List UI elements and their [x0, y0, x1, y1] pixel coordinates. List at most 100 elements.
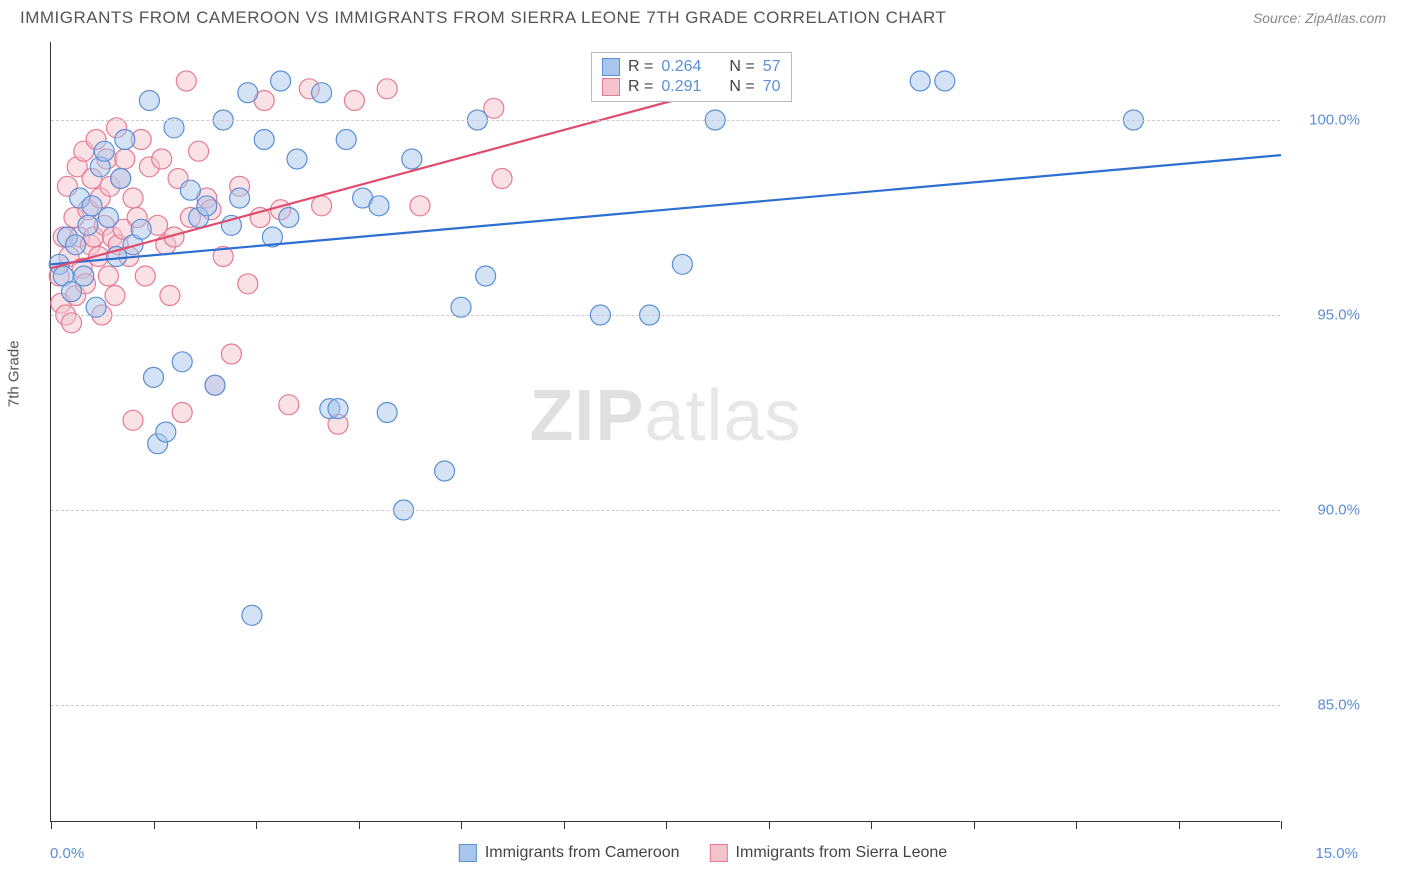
data-point: [254, 130, 274, 150]
data-point: [242, 605, 262, 625]
data-point: [328, 399, 348, 419]
gridline: [51, 705, 1280, 706]
data-point: [123, 410, 143, 430]
legend-label: Immigrants from Cameroon: [485, 844, 680, 862]
x-axis-min-label: 0.0%: [50, 845, 84, 862]
data-point: [910, 71, 930, 91]
x-tick: [1076, 821, 1077, 829]
data-point: [238, 83, 258, 103]
legend-swatch: [710, 844, 728, 862]
data-point: [123, 188, 143, 208]
n-value: 70: [763, 78, 781, 96]
x-tick: [154, 821, 155, 829]
legend-bottom: Immigrants from Cameroon Immigrants from …: [459, 844, 947, 862]
n-value: 57: [763, 58, 781, 76]
data-point: [238, 274, 258, 294]
data-point: [221, 344, 241, 364]
x-tick: [871, 821, 872, 829]
x-tick: [359, 821, 360, 829]
data-point: [98, 208, 118, 228]
y-tick-label: 95.0%: [1317, 307, 1360, 324]
data-point: [180, 180, 200, 200]
data-point: [189, 141, 209, 161]
data-point: [287, 149, 307, 169]
r-label: R =: [628, 58, 653, 76]
chart-title: IMMIGRANTS FROM CAMEROON VS IMMIGRANTS F…: [20, 8, 946, 28]
data-point: [131, 219, 151, 239]
x-tick: [769, 821, 770, 829]
data-point: [279, 395, 299, 415]
data-point: [402, 149, 422, 169]
r-value: 0.264: [661, 58, 701, 76]
data-point: [271, 71, 291, 91]
x-tick: [564, 821, 565, 829]
data-point: [336, 130, 356, 150]
legend-swatch: [602, 78, 620, 96]
data-point: [152, 149, 172, 169]
data-point: [94, 141, 114, 161]
data-point: [197, 196, 217, 216]
data-point: [74, 266, 94, 286]
gridline: [51, 120, 1280, 121]
data-point: [344, 91, 364, 111]
data-point: [377, 403, 397, 423]
legend-swatch: [602, 58, 620, 76]
data-point: [377, 79, 397, 99]
data-point: [279, 208, 299, 228]
data-point: [369, 196, 389, 216]
data-point: [144, 367, 164, 387]
data-point: [492, 169, 512, 189]
data-point: [205, 375, 225, 395]
y-tick-label: 90.0%: [1317, 502, 1360, 519]
legend-box: R = 0.264 N = 57 R = 0.291 N = 70: [591, 52, 792, 102]
data-point: [78, 215, 98, 235]
x-axis-max-label: 15.0%: [1315, 845, 1358, 862]
x-tick: [51, 821, 52, 829]
legend-row: R = 0.291 N = 70: [602, 77, 781, 97]
data-point: [935, 71, 955, 91]
legend-swatch: [459, 844, 477, 862]
r-value: 0.291: [661, 78, 701, 96]
legend-label: Immigrants from Sierra Leone: [736, 844, 948, 862]
data-point: [312, 196, 332, 216]
data-point: [135, 266, 155, 286]
x-tick: [256, 821, 257, 829]
data-point: [111, 169, 131, 189]
data-point: [312, 83, 332, 103]
data-point: [476, 266, 496, 286]
data-point: [115, 149, 135, 169]
data-point: [139, 91, 159, 111]
data-point: [672, 254, 692, 274]
x-tick: [1281, 821, 1282, 829]
legend-row: R = 0.264 N = 57: [602, 57, 781, 77]
n-label: N =: [729, 58, 754, 76]
data-point: [105, 286, 125, 306]
y-tick-label: 100.0%: [1309, 112, 1360, 129]
legend-item: Immigrants from Cameroon: [459, 844, 680, 862]
data-point: [172, 352, 192, 372]
data-point: [410, 196, 430, 216]
x-tick: [666, 821, 667, 829]
data-point: [98, 266, 118, 286]
data-point: [230, 188, 250, 208]
y-axis-title: 7th Grade: [6, 340, 23, 407]
source-label: Source: ZipAtlas.com: [1253, 10, 1386, 26]
data-point: [115, 130, 135, 150]
chart-container: 7th Grade ZIPatlas R =0.264N =57R =0.291…: [0, 32, 1406, 882]
trend-line: [51, 155, 1281, 264]
plot-area: ZIPatlas R =0.264N =57R =0.291N =70 85.0…: [50, 42, 1280, 822]
data-point: [435, 461, 455, 481]
n-label: N =: [729, 78, 754, 96]
data-point: [156, 422, 176, 442]
y-tick-label: 85.0%: [1317, 697, 1360, 714]
data-point: [66, 235, 86, 255]
gridline: [51, 315, 1280, 316]
data-point: [160, 286, 180, 306]
data-point: [172, 403, 192, 423]
legend-item: Immigrants from Sierra Leone: [710, 844, 948, 862]
x-tick: [974, 821, 975, 829]
r-label: R =: [628, 78, 653, 96]
data-point: [176, 71, 196, 91]
gridline: [51, 510, 1280, 511]
x-tick: [1179, 821, 1180, 829]
